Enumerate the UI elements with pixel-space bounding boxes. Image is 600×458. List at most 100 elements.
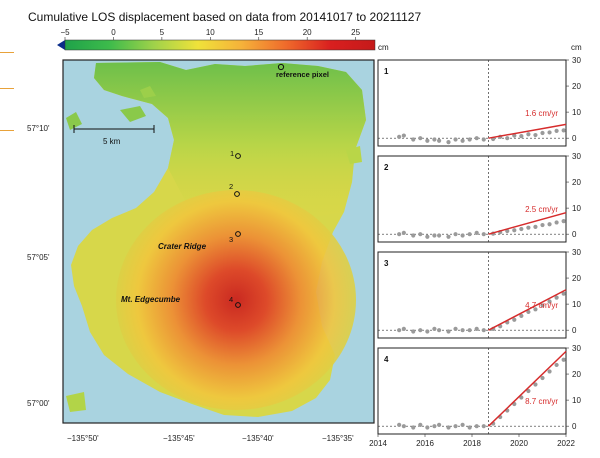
- data-point: [437, 138, 442, 143]
- data-point: [437, 328, 442, 333]
- data-point: [432, 137, 437, 142]
- data-point: [561, 357, 566, 362]
- data-point: [512, 228, 517, 233]
- data-point: [526, 388, 531, 394]
- data-point: [397, 422, 402, 427]
- x-tick-label: 2014: [369, 439, 387, 448]
- data-point: [446, 234, 451, 239]
- point-3-marker: [235, 231, 241, 237]
- data-point: [432, 424, 437, 429]
- fit-line: [487, 350, 567, 427]
- data-point: [481, 232, 486, 237]
- data-point: [446, 139, 451, 145]
- y-tick-label: 0: [572, 422, 577, 431]
- lon-tick: −135°45': [163, 434, 195, 443]
- data-point: [505, 136, 510, 141]
- y-tick-label: 30: [572, 248, 581, 257]
- map-island: [120, 106, 146, 122]
- data-point: [540, 222, 545, 228]
- data-point: [467, 232, 472, 237]
- data-point: [411, 137, 416, 142]
- data-point: [401, 133, 406, 138]
- y-tick-label: 20: [572, 82, 581, 91]
- rate-label: 1.6 cm/yr: [525, 109, 558, 118]
- colorbar-bar: [64, 39, 376, 51]
- data-point: [425, 425, 430, 430]
- data-point: [533, 224, 538, 229]
- data-point: [519, 226, 524, 232]
- colorbar-tick-label: 20: [303, 28, 312, 37]
- point-2-label: 2: [229, 182, 233, 191]
- lon-tick: −135°50': [67, 434, 99, 443]
- data-point: [547, 222, 552, 227]
- colorbar-tick-label: 0: [111, 28, 116, 37]
- data-point: [418, 232, 423, 237]
- rate-label: 2.5 cm/yr: [525, 205, 558, 214]
- map-island: [140, 86, 156, 98]
- data-point: [481, 424, 486, 429]
- timeseries-panels: 1 1.6 cm/yr 0 10 20 30 2 2.5 cm/yr 0 10 20 30 3 4.7 c…: [369, 56, 581, 448]
- data-point: [411, 329, 416, 334]
- timeseries-panel-3: 3 4.7 cm/yr 0 10 20 30: [377, 248, 581, 339]
- reference-pixel-label: reference pixel: [276, 70, 329, 79]
- data-point: [453, 424, 458, 429]
- margin-mark: [0, 88, 14, 89]
- x-tick-label: 2022: [557, 439, 575, 448]
- y-tick-label: 10: [572, 396, 581, 405]
- data-point: [453, 137, 458, 142]
- data-point: [540, 303, 545, 308]
- timeseries-panel-2: 2 2.5 cm/yr 0 10 20 30: [377, 152, 581, 243]
- data-point: [418, 328, 423, 333]
- colorbar-low-arrow: [57, 40, 65, 50]
- rate-label: 8.7 cm/yr: [525, 397, 558, 406]
- lat-tick: 57°00': [27, 399, 50, 408]
- data-point: [437, 422, 442, 427]
- data-point: [460, 138, 465, 143]
- data-point: [554, 128, 559, 133]
- data-point: [467, 137, 472, 142]
- data-point: [418, 136, 423, 141]
- ts-unit-label: cm: [571, 43, 582, 52]
- point-2-marker: [234, 191, 240, 197]
- panel-id: 1: [384, 67, 389, 76]
- figure-title: Cumulative LOS displacement based on dat…: [28, 10, 421, 24]
- data-point: [432, 233, 437, 238]
- margin-mark: [0, 52, 14, 53]
- colorbar-ticks: −5 0 5 10 15 20 25: [60, 28, 361, 40]
- panel-frame: [377, 59, 567, 147]
- data-point: [425, 138, 430, 143]
- margin-mark: [0, 130, 14, 131]
- point-3-label: 3: [229, 235, 233, 244]
- data-point: [425, 234, 430, 239]
- data-point: [446, 329, 451, 334]
- data-point: [540, 375, 545, 381]
- data-point: [561, 219, 566, 224]
- colorbar-tick-label: 15: [254, 28, 263, 37]
- scale-bar-label: 5 km: [103, 137, 121, 146]
- map-island: [66, 112, 82, 130]
- data-point: [437, 233, 442, 238]
- panel-id: 2: [384, 163, 389, 172]
- crater-ridge-label: Crater Ridge: [158, 242, 207, 251]
- y-tick-label: 30: [572, 344, 581, 353]
- timeseries-panel-1: 1 1.6 cm/yr 0 10 20 30: [377, 56, 581, 147]
- map-panel: 5 km reference pixel 1 2 3 4 Crater Ridg…: [27, 59, 375, 443]
- data-point: [397, 134, 402, 139]
- x-tick-label: 2016: [416, 439, 434, 448]
- data-point: [526, 309, 531, 315]
- y-tick-label: 0: [572, 326, 577, 335]
- timeseries-panel-4: 4 8.7 cm/yr 0 10 20 30: [377, 344, 581, 435]
- y-tick-label: 20: [572, 370, 581, 379]
- colorbar-tick-label: 5: [160, 28, 165, 37]
- data-point: [481, 328, 486, 333]
- rate-label: 4.7 cm/yr: [525, 301, 558, 310]
- colorbar-tick-label: −5: [60, 28, 70, 37]
- data-point: [526, 225, 531, 230]
- fit-line: [488, 211, 567, 235]
- data-point: [401, 424, 406, 429]
- data-point: [474, 424, 479, 429]
- lon-tick: −135°40': [242, 434, 274, 443]
- data-point: [474, 136, 479, 141]
- reference-pixel-marker: [277, 63, 285, 71]
- x-tick-label: 2018: [463, 439, 481, 448]
